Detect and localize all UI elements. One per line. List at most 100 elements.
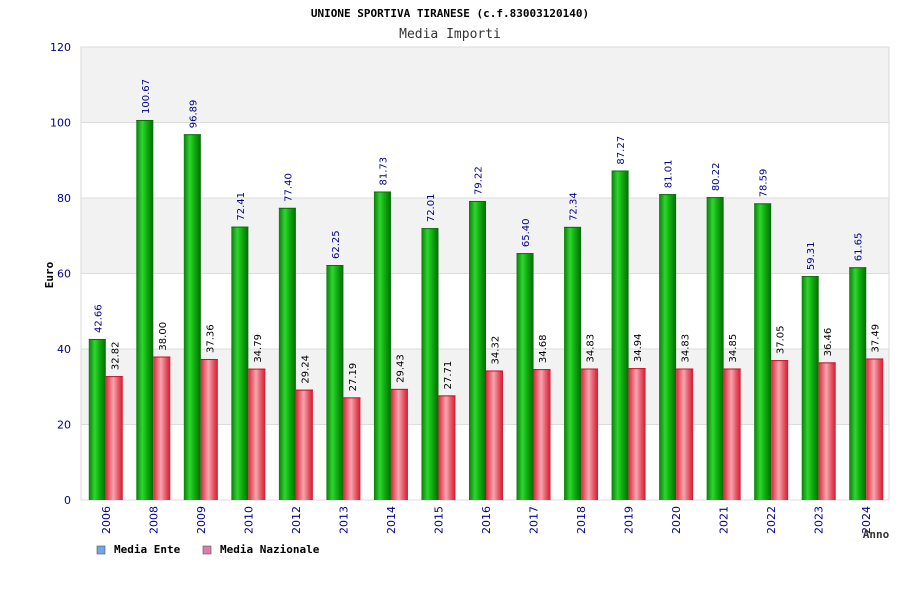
data-label: 36.46 — [823, 328, 834, 357]
bar-media-nazionale-2019 — [628, 368, 646, 500]
x-tick-label: 2020 — [670, 506, 683, 534]
data-label: 37.49 — [871, 324, 882, 353]
x-tick-label: 2018 — [575, 506, 588, 534]
y-tick-label: 60 — [57, 268, 71, 281]
legend-swatch-media-ente — [96, 545, 106, 555]
bar-media-ente-2009 — [183, 134, 201, 501]
bar-media-ente-2012 — [278, 207, 296, 500]
data-label: 87.27 — [616, 136, 627, 165]
x-tick-label: 2021 — [718, 506, 731, 534]
data-label: 38.00 — [158, 322, 169, 351]
data-labels: 42.66 32.82 100.67 38.00 96.89 37.36 72.41 34.7… — [93, 79, 881, 391]
data-label: 65.40 — [521, 218, 532, 247]
x-tick-label: 2006 — [100, 506, 113, 534]
y-axis-ticks: 0 20 40 60 80 100 120 — [50, 41, 71, 507]
y-tick-label: 120 — [50, 41, 71, 54]
bar-media-nazionale-2012 — [295, 389, 313, 500]
data-label: 72.34 — [569, 192, 580, 221]
x-tick-label: 2015 — [432, 506, 445, 534]
legend: Media Ente Media Nazionale — [96, 543, 320, 556]
y-tick-label: 20 — [57, 419, 71, 432]
y-axis-label: Euro — [43, 261, 56, 288]
bar-media-nazionale-2015 — [438, 395, 456, 500]
bar-media-ente-2022 — [754, 203, 772, 500]
bar-media-nazionale-2022 — [771, 360, 789, 500]
plot-band — [81, 47, 889, 123]
data-label: 59.31 — [806, 241, 817, 270]
bar-media-ente-2021 — [706, 197, 724, 500]
data-label: 96.89 — [188, 100, 199, 129]
x-tick-label: 2009 — [195, 506, 208, 534]
y-tick-label: 40 — [57, 343, 71, 356]
data-label: 34.83 — [586, 334, 597, 363]
bar-media-ente-2006 — [88, 338, 106, 500]
bar-media-nazionale-2020 — [676, 368, 694, 500]
bar-media-nazionale-2009 — [200, 358, 218, 500]
data-label: 34.83 — [681, 334, 692, 363]
data-label: 29.43 — [395, 354, 406, 383]
chart-title: UNIONE SPORTIVA TIRANESE (c.f.8300312014… — [311, 7, 589, 20]
data-label: 29.24 — [300, 355, 311, 384]
data-label: 27.71 — [443, 361, 454, 390]
data-label: 37.05 — [776, 325, 787, 354]
data-label: 61.65 — [854, 233, 865, 262]
bar-media-ente-2008 — [136, 119, 154, 500]
bar-media-nazionale-2023 — [818, 362, 836, 500]
x-tick-label: 2016 — [480, 506, 493, 534]
data-label: 81.73 — [378, 157, 389, 186]
bar-media-nazionale-2008 — [153, 356, 171, 500]
legend-label-media-ente: Media Ente — [114, 543, 181, 556]
x-tick-label: 2012 — [290, 506, 303, 534]
legend-label-media-nazionale: Media Nazionale — [220, 543, 320, 556]
plot-band — [81, 122, 889, 198]
data-label: 42.66 — [93, 304, 104, 333]
bar-media-ente-2019 — [611, 170, 629, 500]
data-label: 37.36 — [205, 324, 216, 353]
data-label: 62.25 — [331, 230, 342, 259]
bar-media-nazionale-2021 — [723, 368, 741, 500]
x-tick-label: 2022 — [765, 506, 778, 534]
bar-media-ente-2018 — [564, 226, 582, 500]
chart-subtitle: Media Importi — [399, 27, 501, 42]
bar-media-ente-2016 — [469, 200, 486, 500]
data-label: 72.41 — [236, 192, 247, 221]
x-tick-label: 2017 — [528, 506, 541, 534]
bar-media-nazionale-2006 — [105, 376, 123, 500]
bar-media-ente-2010 — [231, 226, 249, 500]
data-label: 34.68 — [538, 334, 549, 363]
bars — [88, 119, 884, 501]
x-axis-label: Anno — [863, 528, 890, 541]
x-tick-label: 2008 — [147, 506, 160, 534]
bar-media-nazionale-2013 — [343, 397, 361, 500]
legend-swatch-media-nazionale — [202, 545, 212, 555]
bar-media-ente-2023 — [801, 276, 819, 500]
data-label: 81.01 — [664, 160, 675, 189]
data-label: 79.22 — [474, 166, 485, 195]
bar-media-ente-2020 — [659, 194, 677, 500]
bar-media-nazionale-2018 — [581, 368, 599, 500]
data-label: 72.01 — [426, 194, 437, 223]
x-tick-label: 2023 — [813, 506, 826, 534]
bar-media-nazionale-2014 — [390, 388, 408, 500]
x-tick-label: 2024 — [860, 506, 873, 534]
x-tick-label: 2014 — [385, 506, 398, 534]
bar-media-ente-2013 — [326, 265, 344, 500]
bar-media-nazionale-2016 — [486, 370, 503, 500]
bar-media-ente-2015 — [421, 228, 439, 501]
x-axis-ticks: 2006 2008 2009 2010 2012 2013 2014 2015 2016 2017… — [100, 506, 873, 534]
bar-media-ente-2024 — [849, 267, 867, 500]
x-tick-label: 2019 — [623, 506, 636, 534]
bar-media-ente-2014 — [373, 191, 391, 501]
y-tick-label: 80 — [57, 192, 71, 205]
y-tick-label: 0 — [64, 494, 71, 507]
x-tick-label: 2013 — [337, 506, 350, 534]
data-label: 34.94 — [633, 333, 644, 362]
data-label: 34.85 — [728, 334, 739, 363]
bar-media-nazionale-2010 — [248, 368, 266, 500]
data-label: 32.82 — [110, 341, 121, 370]
data-label: 78.59 — [759, 169, 770, 198]
x-tick-label: 2010 — [242, 506, 255, 534]
data-label: 77.40 — [283, 173, 294, 202]
bar-media-nazionale-2017 — [533, 369, 551, 500]
